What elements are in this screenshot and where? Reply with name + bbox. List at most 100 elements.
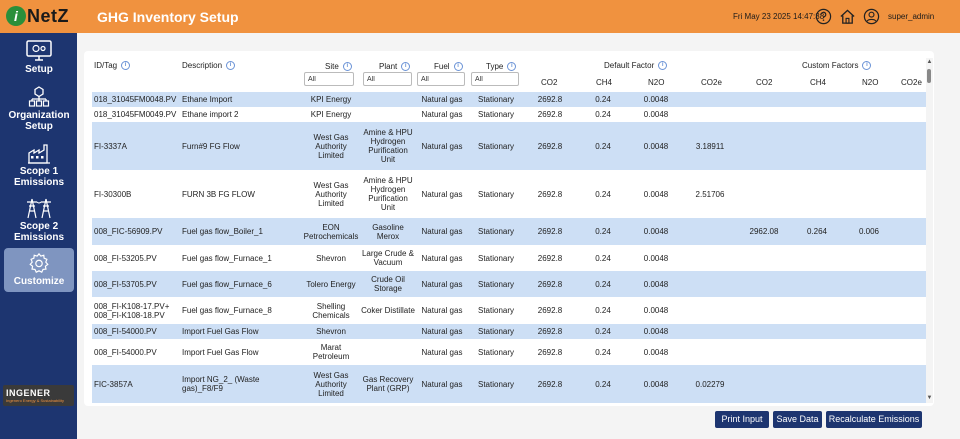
sidebar-item-organization-setup[interactable]: Organization Setup — [4, 86, 74, 132]
cell-d-ch4: 0.24 — [595, 327, 611, 336]
info-icon[interactable]: i — [507, 62, 517, 72]
info-icon[interactable]: i — [862, 61, 872, 71]
cell-c-n2o — [845, 297, 893, 324]
table-row[interactable]: 008_FI-53705.PV Fuel gas flow_Furnace_6 To… — [92, 271, 926, 297]
cell-desc: FURN 3B FG FLOW — [182, 189, 255, 199]
fuel-filter-input[interactable] — [417, 72, 465, 86]
scrollbar-thumb[interactable] — [927, 69, 931, 83]
cell-plant — [360, 92, 416, 107]
cell-type: Stationary — [477, 279, 515, 289]
brand-logo: INGENER Ingenero Energy & Sustainability — [3, 385, 74, 406]
cell-site: Shelling Chemicals — [312, 301, 350, 320]
table-row[interactable]: FI-30300B FURN 3B FG FLOW West Gas Authori… — [92, 170, 926, 218]
header-default-factor: Default Factor i — [604, 61, 668, 71]
table-row[interactable]: 008_FI-53205.PV Fuel gas flow_Furnace_1 Sh… — [92, 245, 926, 271]
table-row[interactable]: FIC-3857A Import NG_2_ (Waste gas)_F8/F9 W… — [92, 365, 926, 403]
sidebar-item-scope2-emissions[interactable]: Scope 2 Emissions — [4, 197, 74, 243]
factory-icon — [28, 144, 50, 164]
sidebar-item-scope1-emissions[interactable]: Scope 1 Emissions — [4, 142, 74, 188]
cell-fuel: Natural gas — [421, 306, 463, 315]
cell-d-co2: 2692.8 — [537, 95, 563, 104]
site-filter-input[interactable] — [304, 72, 354, 86]
table-row[interactable]: 018_31045FM0048.PV Ethane Import KPI Energ… — [92, 92, 926, 107]
cell-d-co2: 2692.8 — [537, 253, 563, 263]
table-row[interactable]: 008_FI-K108-17.PV+ 008_FI-K108-18.PV Fuel… — [92, 297, 926, 324]
cell-c-ch4 — [793, 324, 841, 339]
datetime-display: Fri May 23 2025 14:47:38 — [733, 12, 825, 21]
cell-c-co2 — [740, 122, 788, 170]
cell-type: Stationary — [477, 253, 515, 263]
scroll-up-icon[interactable]: ▲ — [926, 59, 933, 65]
info-icon[interactable]: i — [121, 61, 131, 71]
table-row[interactable]: 018_31045FM0049.PV Ethane import 2 KPI Ene… — [92, 107, 926, 122]
cell-plant — [360, 339, 416, 365]
cell-type: Stationary — [477, 141, 515, 151]
cell-fuel: Natural gas — [421, 253, 463, 263]
cell-c-n2o — [845, 271, 893, 297]
table-row[interactable]: 008_FI-54000.PV Import Fuel Gas Flow Marat… — [92, 339, 926, 365]
plant-filter-input[interactable] — [363, 72, 412, 86]
cell-c-co2e — [892, 324, 926, 339]
cell-c-co2e — [892, 170, 926, 218]
info-icon[interactable]: i — [401, 62, 411, 72]
page-title: GHG Inventory Setup — [97, 9, 239, 25]
info-icon[interactable]: i — [453, 62, 463, 72]
cell-id: 008_FI-53705.PV — [94, 279, 157, 289]
username-label[interactable]: super_admin — [888, 12, 935, 21]
cell-id: FI-3337A — [94, 141, 127, 151]
table-row[interactable]: 008_FI-54000.PV Import Fuel Gas Flow Shevr… — [92, 324, 926, 339]
cell-d-co2e — [686, 92, 734, 107]
cell-plant: Gasoline Merox — [372, 222, 404, 241]
cell-d-co2e: 2.51706 — [695, 189, 725, 199]
app-logo[interactable]: i NetZ — [6, 5, 69, 27]
table-row[interactable]: FI-3337A Furn#9 FG Flow West Gas Authority… — [92, 122, 926, 170]
cell-type: Stationary — [477, 379, 515, 389]
print-input-button[interactable]: Print Input — [715, 411, 769, 428]
cell-id: 008_FI-53205.PV — [94, 253, 157, 263]
cell-c-n2o — [845, 107, 893, 122]
cell-id: 018_31045FM0048.PV — [94, 95, 177, 104]
save-data-button[interactable]: Save Data — [773, 411, 822, 428]
cell-d-n2o: 0.0048 — [643, 95, 669, 104]
cell-d-co2: 2692.8 — [537, 306, 563, 315]
cell-type: Stationary — [477, 227, 515, 236]
info-icon[interactable]: i — [658, 61, 668, 71]
cell-site: West Gas Authority Limited — [313, 132, 349, 160]
cell-c-ch4 — [793, 92, 841, 107]
info-icon[interactable]: i — [226, 61, 236, 71]
sidebar-item-setup[interactable]: Setup — [4, 40, 74, 75]
cell-id: FIC-3857A — [94, 379, 133, 389]
cell-site: EON Petrochemicals — [303, 222, 359, 241]
header-fuel: Fuel i — [434, 62, 463, 72]
sidebar-item-customize[interactable]: Customize — [4, 248, 74, 292]
home-icon[interactable] — [839, 8, 856, 25]
header-plant: Plant i — [379, 62, 411, 72]
sidebar-item-label: Customize — [13, 276, 65, 287]
cell-id: 008_FI-54000.PV — [94, 327, 157, 336]
cell-c-n2o — [845, 339, 893, 365]
cell-id: 008_FIC-56909.PV — [94, 227, 163, 236]
cell-c-co2e — [892, 297, 926, 324]
info-icon[interactable]: i — [342, 62, 352, 72]
cell-c-co2e — [892, 122, 926, 170]
cell-d-n2o: 0.0048 — [643, 306, 669, 315]
recalculate-emissions-button[interactable]: Recalculate Emissions — [826, 411, 922, 428]
cell-c-n2o — [845, 122, 893, 170]
logo-mark: i — [6, 6, 26, 26]
cell-c-co2e — [892, 107, 926, 122]
cell-c-co2 — [740, 92, 788, 107]
table-row[interactable]: 008_FIC-56909.PV Fuel gas flow_Boiler_1 EO… — [92, 218, 926, 245]
cell-d-co2e — [686, 339, 734, 365]
scroll-down-icon[interactable]: ▼ — [926, 395, 933, 401]
help-icon[interactable] — [815, 8, 832, 25]
sidebar-item-label: Scope 2 — [19, 221, 59, 232]
cell-plant — [360, 107, 416, 122]
cell-id: 008_FI-K108-17.PV+ 008_FI-K108-18.PV — [94, 301, 170, 320]
cell-desc: Import Fuel Gas Flow — [182, 347, 259, 357]
cell-plant: Crude Oil Storage — [371, 275, 405, 293]
cell-c-ch4 — [793, 365, 841, 403]
cell-desc: Fuel gas flow_Furnace_1 — [182, 253, 272, 263]
user-icon[interactable] — [863, 8, 880, 25]
type-filter-input[interactable] — [471, 72, 519, 86]
table-scrollbar[interactable]: ▲ ▼ — [926, 58, 933, 403]
